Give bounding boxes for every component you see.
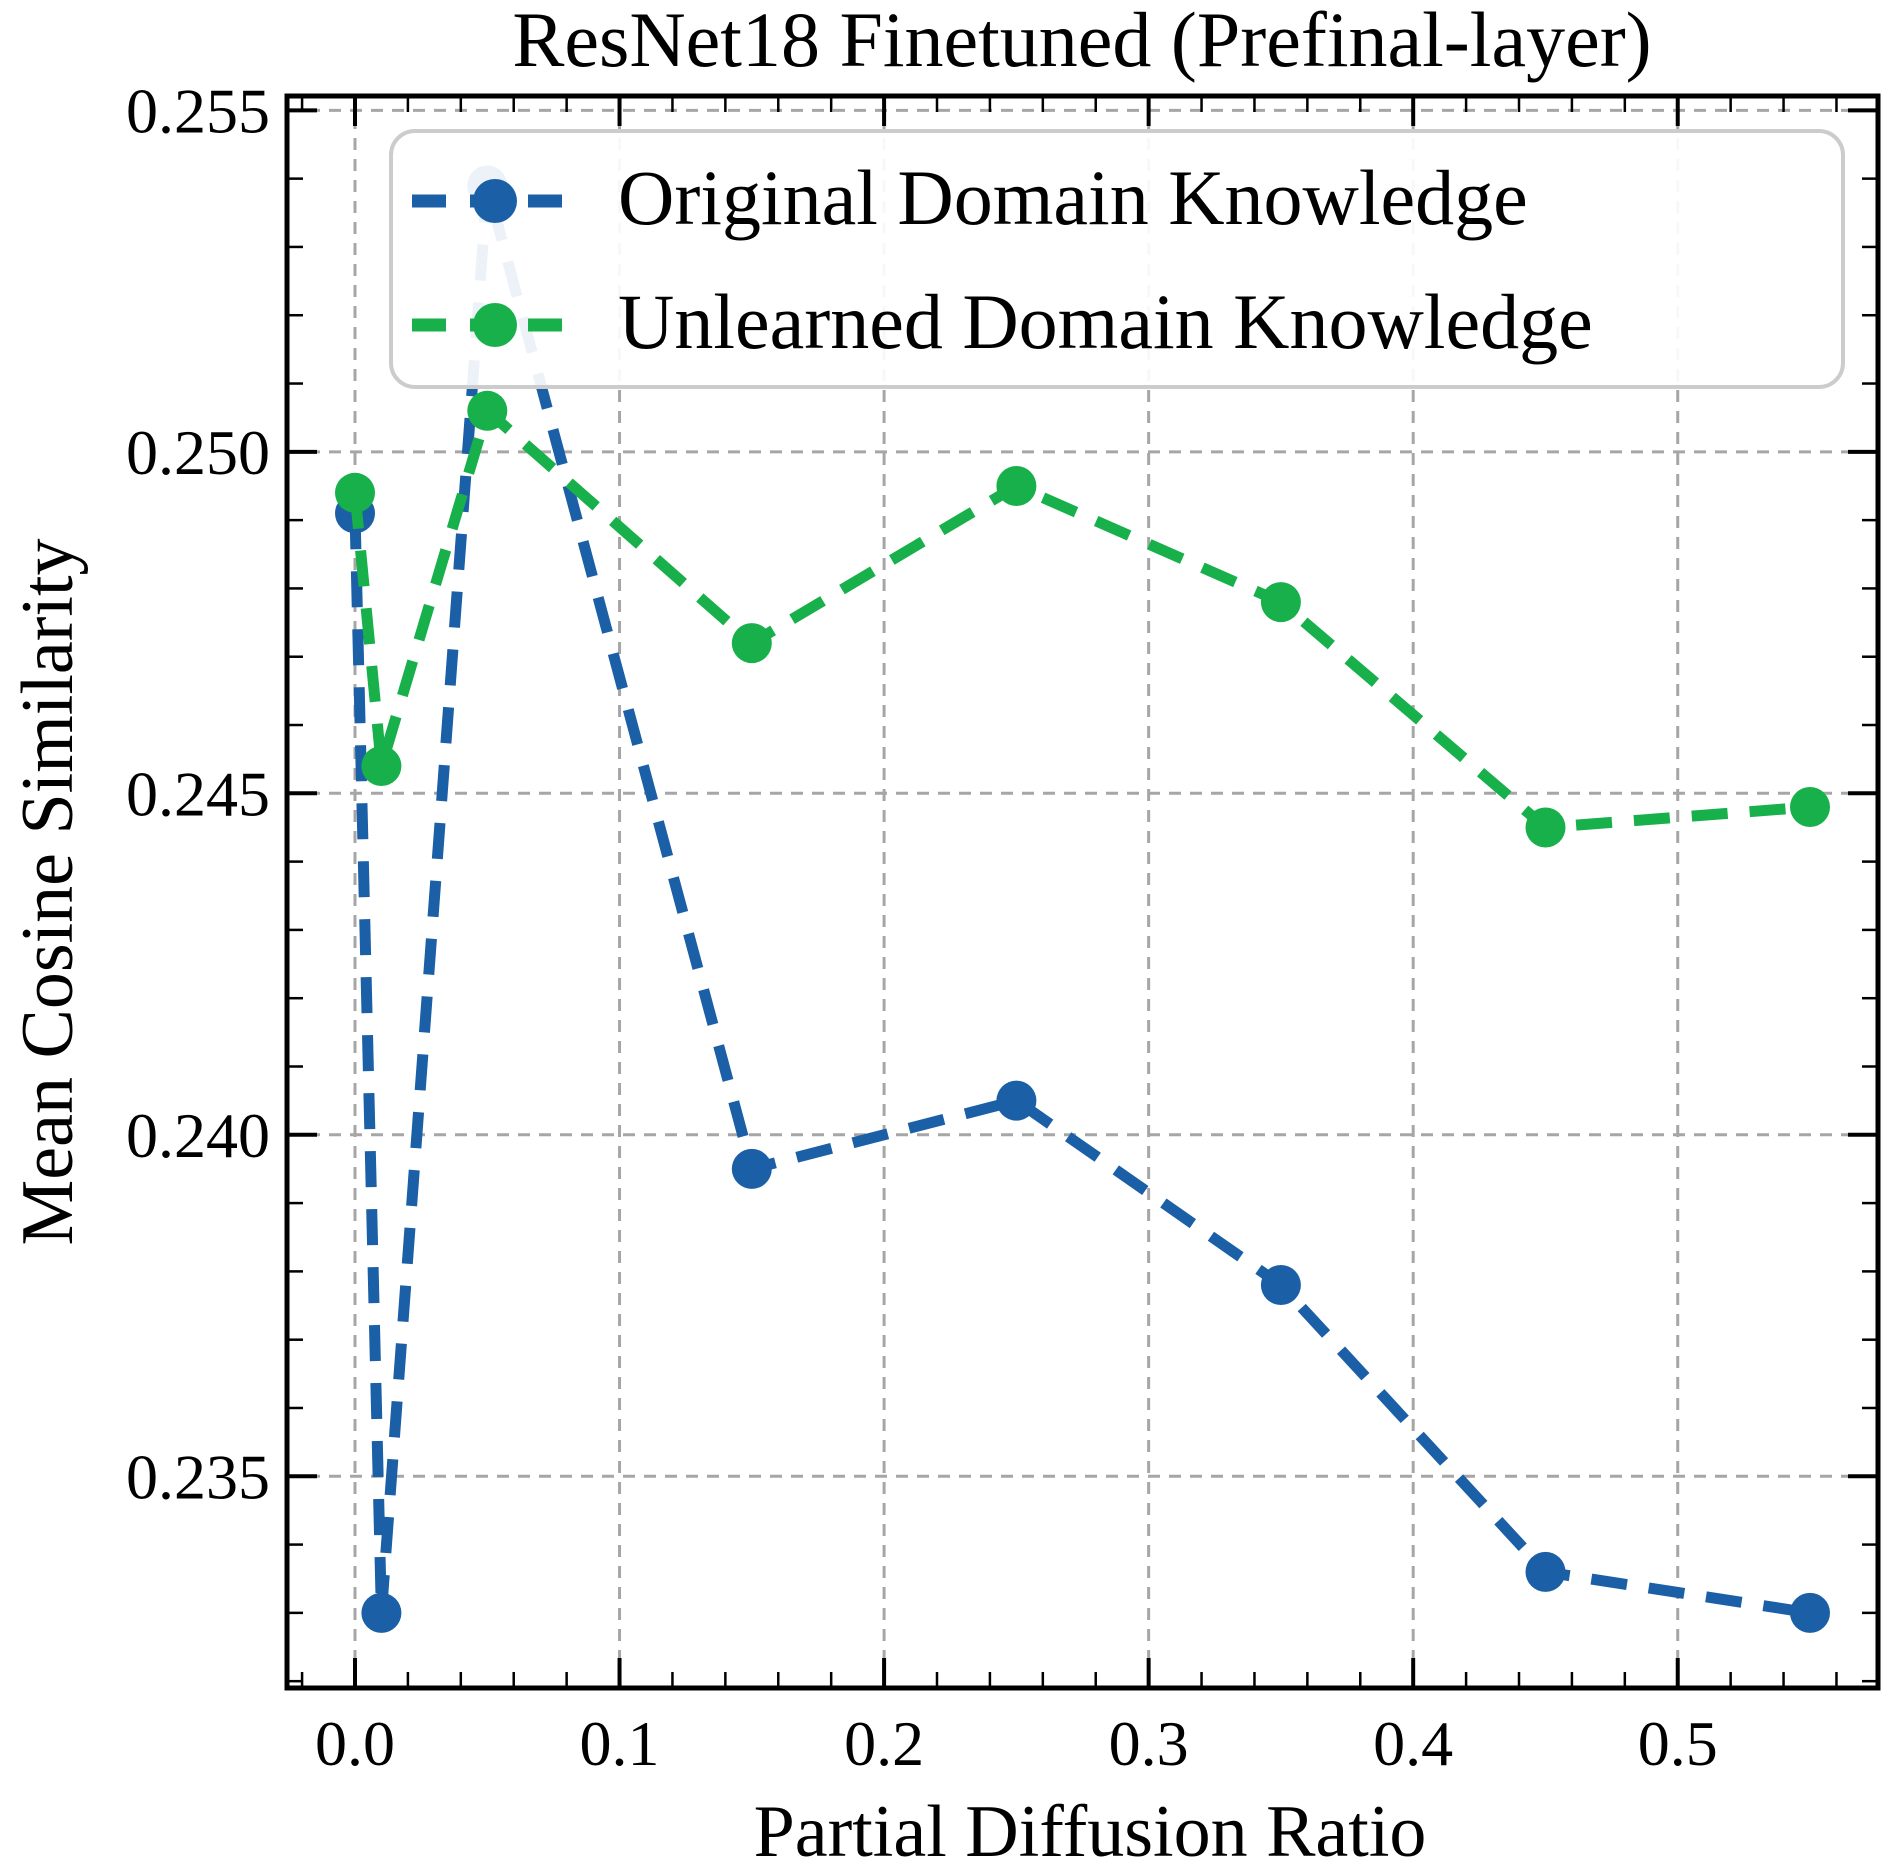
data-series <box>335 165 1830 1633</box>
x-tick-label: 0.3 <box>1109 1708 1189 1779</box>
data-point <box>731 1148 772 1189</box>
data-point <box>467 390 508 431</box>
x-tick-label: 0.1 <box>580 1708 660 1779</box>
chart-title: ResNet18 Finetuned (Prefinal-layer) <box>512 0 1651 83</box>
data-point <box>335 472 375 513</box>
data-point <box>1525 807 1566 848</box>
tick-labels: 0.255 0.250 0.245 0.240 0.235 0.0 0.1 0.2 0.3 0.4… <box>126 75 1718 1779</box>
legend-label-unlearned: Unlearned Domain Knowledge <box>618 278 1593 365</box>
data-point <box>1525 1551 1566 1592</box>
legend-box <box>389 129 1845 389</box>
axis-ticks <box>287 96 1878 1688</box>
x-axis-label: Partial Diffusion Ratio <box>754 1791 1427 1868</box>
x-tick-label: 0.0 <box>315 1708 395 1779</box>
y-tick-label: 0.235 <box>126 1441 270 1512</box>
y-tick-label: 0.255 <box>126 75 270 146</box>
data-point <box>996 466 1037 506</box>
y-tick-label: 0.250 <box>126 417 270 488</box>
data-point <box>996 1080 1037 1121</box>
y-axis-label: Mean Cosine Similarity <box>7 538 89 1245</box>
x-tick-label: 0.2 <box>844 1708 924 1779</box>
data-point <box>361 746 402 786</box>
gridlines <box>287 96 1878 1688</box>
data-point <box>1260 1265 1301 1305</box>
x-tick-label: 0.4 <box>1373 1708 1453 1779</box>
y-tick-label: 0.240 <box>126 1100 270 1171</box>
data-point <box>1790 787 1830 827</box>
data-point <box>1260 582 1301 623</box>
axes-spines <box>284 93 1881 1691</box>
series-line-1 <box>349 401 1811 834</box>
legend: Original Domain Knowledge Unlearned Doma… <box>389 129 1845 389</box>
plot-border <box>284 93 1881 1691</box>
series-line-0 <box>349 184 1811 1619</box>
data-point <box>1790 1592 1830 1633</box>
legend-samples <box>412 179 578 347</box>
legend-sample-marker <box>473 303 517 347</box>
legend-sample-marker <box>473 179 517 223</box>
y-tick-label: 0.245 <box>126 758 270 829</box>
x-tick-label: 0.5 <box>1638 1708 1718 1779</box>
data-point <box>361 1592 402 1633</box>
legend-label-original: Original Domain Knowledge <box>618 154 1528 241</box>
data-point <box>731 623 772 664</box>
